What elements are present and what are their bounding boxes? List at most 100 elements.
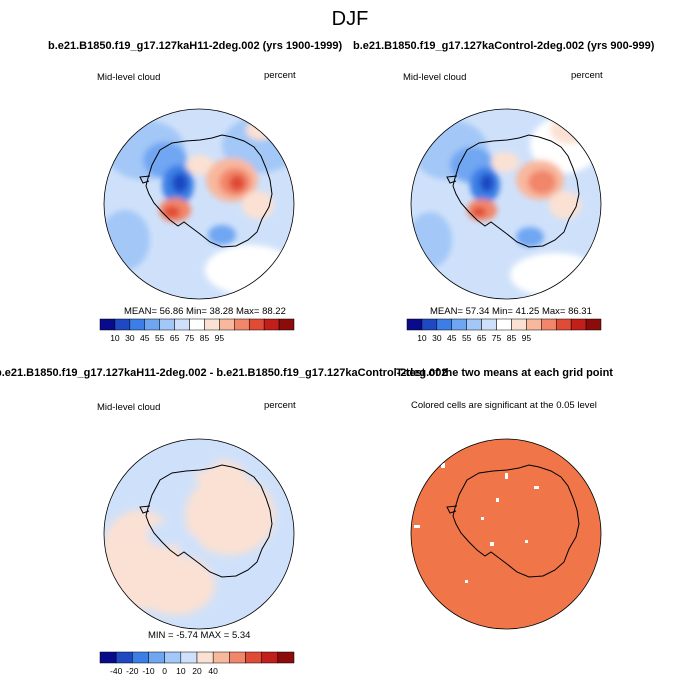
colorbar-tick-label: 45 <box>140 333 150 343</box>
panel4-insignificant-cell <box>465 580 468 583</box>
panel4-title: T-test of the two means at each grid poi… <box>396 367 613 379</box>
panel2-map <box>410 108 602 300</box>
panel1-title: b.e21.B1850.f19_g17.127kaH11-2deg.002 (y… <box>48 40 343 52</box>
colorbar-swatch <box>115 651 133 664</box>
colorbar-swatch <box>99 318 116 331</box>
panel4-insignificant-cell <box>496 498 499 502</box>
panel3-map-border <box>103 438 295 630</box>
colorbar-swatch <box>196 651 214 664</box>
panel1-map-border <box>103 108 295 300</box>
colorbar-tick-label: 75 <box>492 333 502 343</box>
colorbar-tick-label: 55 <box>155 333 165 343</box>
colorbar-swatch <box>496 318 512 331</box>
colorbar-swatch <box>570 318 587 331</box>
panel2-left-label: Mid-level cloud <box>403 72 467 83</box>
colorbar-tick-label: 0 <box>162 666 167 676</box>
figure-title: DJF <box>331 8 369 30</box>
colorbar-swatch <box>174 318 190 331</box>
colorbar-swatch <box>278 318 295 331</box>
panel4-insignificant-cell <box>505 473 508 479</box>
colorbar-swatch <box>261 651 279 664</box>
panel3-coastline <box>139 464 273 578</box>
panel3-colorbar: -40 -20 -10 0 10 20 40 <box>99 651 295 676</box>
colorbar-swatch <box>189 318 205 331</box>
panel2-right-label: percent <box>571 70 603 81</box>
colorbar-swatch <box>466 318 482 331</box>
colorbar-swatch <box>212 651 230 664</box>
colorbar-swatch <box>263 318 280 331</box>
colorbar-tick-label: 10 <box>176 666 186 676</box>
panel2-coastline <box>446 134 580 248</box>
panel1-map <box>103 108 295 300</box>
panel4-insignificant-cell <box>525 540 528 543</box>
colorbar-tick-label: 10 <box>417 333 427 343</box>
colorbar-tick-label: 30 <box>125 333 135 343</box>
colorbar-tick-label: -40 <box>110 666 123 676</box>
panel3-right-label: percent <box>264 400 296 411</box>
colorbar-swatch <box>526 318 542 331</box>
colorbar-tick-label: 65 <box>170 333 180 343</box>
panel4-insignificant-cell <box>490 542 494 546</box>
panel3-left-label: Mid-level cloud <box>97 402 161 413</box>
panel2-stats: MEAN= 57.34 Min= 41.25 Max= 86.31 <box>430 306 592 317</box>
panel1-stats: MEAN= 56.86 Min= 38.28 Max= 88.22 <box>124 306 286 317</box>
panel4-map-border <box>410 438 602 630</box>
colorbar-swatch <box>451 318 467 331</box>
panel4-coastline <box>446 464 580 578</box>
colorbar-swatch <box>245 651 262 664</box>
colorbar-swatch <box>159 318 175 331</box>
panel2-colorbar: 10 30 45 55 65 75 85 95 <box>406 318 602 343</box>
colorbar-swatch <box>132 651 149 664</box>
colorbar-tick-label: 30 <box>432 333 442 343</box>
colorbar-swatch <box>234 318 250 331</box>
colorbar-swatch <box>277 651 295 664</box>
panel3-map <box>103 438 295 630</box>
colorbar-tick-label: 10 <box>110 333 120 343</box>
colorbar-swatch <box>421 318 438 331</box>
colorbar-swatch <box>148 651 165 664</box>
colorbar-tick-label: 95 <box>522 333 532 343</box>
panel3-title: b.e21.B1850.f19_g17.127kaH11-2deg.002 - … <box>0 367 447 379</box>
colorbar-tick-label: 40 <box>208 666 218 676</box>
colorbar-swatch <box>555 318 572 331</box>
panel1-colorbar: 10 30 45 55 65 75 85 95 <box>99 318 295 343</box>
colorbar-tick-label: 85 <box>200 333 210 343</box>
colorbar-swatch <box>129 318 146 331</box>
colorbar-swatch <box>164 651 182 664</box>
colorbar-swatch <box>99 651 117 664</box>
panel2-map-border <box>410 108 602 300</box>
colorbar-tick-label: 65 <box>477 333 487 343</box>
panel4-insignificant-cell <box>414 525 420 528</box>
colorbar-swatch <box>436 318 453 331</box>
colorbar-swatch <box>219 318 235 331</box>
colorbar-tick-label: -10 <box>142 666 155 676</box>
panel1-right-label: percent <box>264 70 296 81</box>
colorbar-swatch <box>541 318 557 331</box>
panel1-left-label: Mid-level cloud <box>97 72 161 83</box>
panel4-insignificant-cell <box>534 486 539 489</box>
colorbar-swatch <box>144 318 160 331</box>
colorbar-tick-label: 55 <box>462 333 472 343</box>
colorbar-tick-label: 20 <box>192 666 202 676</box>
panel4-insignificant-cell <box>441 463 445 468</box>
colorbar-tick-label: 95 <box>215 333 225 343</box>
colorbar-swatch <box>511 318 527 331</box>
panel1-coastline <box>139 134 273 248</box>
colorbar-swatch <box>229 651 246 664</box>
colorbar-swatch <box>114 318 131 331</box>
colorbar-swatch <box>180 651 198 664</box>
colorbar-swatch <box>248 318 265 331</box>
colorbar-swatch <box>204 318 220 331</box>
panel4-map <box>410 438 602 630</box>
panel4-significance-fill <box>411 439 601 629</box>
colorbar-swatch <box>585 318 602 331</box>
colorbar-tick-label: -20 <box>126 666 139 676</box>
panel2-title: b.e21.B1850.f19_g17.127kaControl-2deg.00… <box>353 40 655 52</box>
panel4-center-label: Colored cells are significant at the 0.0… <box>411 400 597 411</box>
colorbar-swatch <box>406 318 423 331</box>
colorbar-tick-label: 45 <box>447 333 457 343</box>
panel3-stats: MIN = -5.74 MAX = 5.34 <box>148 630 251 641</box>
colorbar-tick-label: 85 <box>507 333 517 343</box>
colorbar-tick-label: 75 <box>185 333 195 343</box>
